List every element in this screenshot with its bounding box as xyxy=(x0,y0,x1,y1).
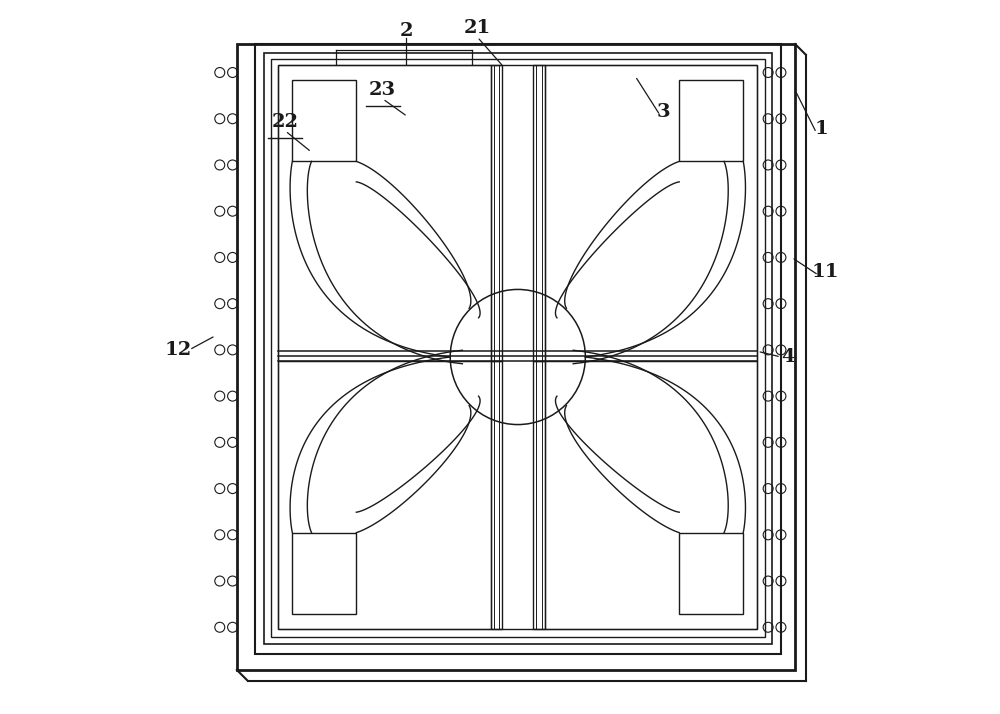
Bar xyxy=(545,66,757,361)
Bar xyxy=(491,66,502,361)
Bar xyxy=(278,361,491,629)
Text: 3: 3 xyxy=(657,103,670,121)
Text: 22: 22 xyxy=(272,114,299,131)
Bar xyxy=(264,53,772,644)
Bar xyxy=(679,533,743,615)
Text: 1: 1 xyxy=(815,121,828,139)
Bar xyxy=(491,361,502,629)
Bar xyxy=(536,361,542,629)
Text: 21: 21 xyxy=(464,19,491,37)
Text: 12: 12 xyxy=(165,341,192,359)
Bar xyxy=(545,361,757,629)
Bar xyxy=(255,44,781,654)
Bar xyxy=(494,66,499,361)
Bar xyxy=(292,533,356,615)
Bar xyxy=(679,80,743,161)
Bar xyxy=(278,66,757,629)
Text: 4: 4 xyxy=(781,348,795,366)
Bar xyxy=(494,361,499,629)
Bar xyxy=(533,361,545,629)
Bar xyxy=(278,66,491,361)
Bar xyxy=(237,44,795,670)
Bar xyxy=(533,66,545,361)
Bar xyxy=(536,66,542,361)
Text: 2: 2 xyxy=(399,22,413,40)
Text: 23: 23 xyxy=(369,81,396,99)
Bar xyxy=(292,80,356,161)
Text: 11: 11 xyxy=(812,263,839,281)
Bar xyxy=(271,59,765,636)
